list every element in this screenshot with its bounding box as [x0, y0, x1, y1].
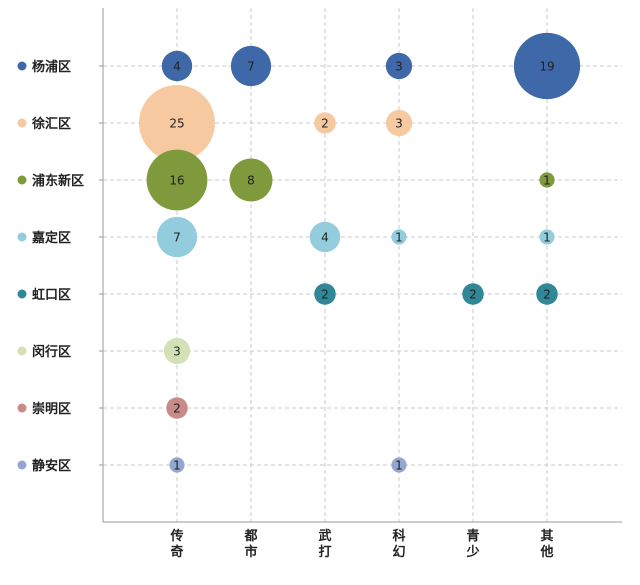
- bubble-value-7-3: 1: [395, 459, 403, 473]
- legend-dot-row-4: [17, 289, 27, 299]
- bubble-value-4-2: 2: [321, 288, 329, 302]
- bubble-value-4-5: 2: [543, 288, 551, 302]
- row-label-4: 虹口区: [32, 287, 71, 303]
- bubble-2-0: [146, 149, 208, 211]
- legend-dot-row-2: [17, 175, 27, 185]
- bubble-4-5: [536, 283, 558, 305]
- legend-dot-row-7: [17, 460, 27, 470]
- bubble-3-0: [156, 216, 198, 258]
- bubble-value-3-5: 1: [543, 231, 551, 245]
- bubble-value-5-0: 3: [173, 345, 181, 359]
- legend-dot-row-1: [17, 118, 27, 128]
- bubble-7-0: [169, 457, 185, 473]
- bubble-value-6-0: 2: [173, 402, 181, 416]
- bubble-3-3: [391, 229, 407, 245]
- bubble-3-2: [309, 221, 341, 253]
- bubble-value-3-3: 1: [395, 231, 403, 245]
- bubble-value-0-5: 19: [539, 60, 554, 74]
- column-labels: 传奇 都市 武打 科幻 青少 其他: [169, 528, 553, 560]
- bubble-0-3: [385, 52, 413, 80]
- bubble-value-4-4: 2: [469, 288, 477, 302]
- bubble-0-0: [161, 50, 193, 82]
- row-label-7: 静安区: [32, 458, 71, 474]
- bubble-5-0: [163, 337, 191, 365]
- bubble-3-5: [539, 229, 555, 245]
- bubble-value-2-1: 8: [247, 174, 255, 188]
- bubble-value-2-5: 1: [543, 174, 551, 188]
- bubble-1-0: [139, 85, 215, 161]
- bubble-value-0-0: 4: [173, 60, 181, 74]
- bubble-value-1-2: 2: [321, 117, 329, 131]
- bubble-4-2: [314, 283, 336, 305]
- legend-dot-row-5: [17, 346, 27, 356]
- bubble-value-0-1: 7: [247, 60, 255, 74]
- bubble-value-0-3: 3: [395, 60, 403, 74]
- column-label-0: 传奇: [169, 528, 183, 560]
- axes: [99, 8, 622, 523]
- legend-dot-row-0: [17, 61, 27, 71]
- bubble-1-3: [385, 109, 413, 137]
- bubble-value-1-0: 25: [169, 117, 184, 131]
- bubble-1-2: [314, 112, 336, 134]
- row-label-1: 徐汇区: [31, 116, 71, 132]
- column-label-4: 青少: [465, 528, 479, 560]
- bubble-0-5: [513, 32, 581, 100]
- bubble-value-3-2: 4: [321, 231, 329, 245]
- column-label-5: 其他: [539, 528, 553, 560]
- bubble-2-5: [539, 172, 555, 188]
- column-label-3: 科幻: [392, 528, 405, 560]
- bubble-value-1-3: 3: [395, 117, 403, 131]
- bubble-4-4: [462, 283, 484, 305]
- bubble-6-0: [166, 397, 188, 419]
- legend-dot-row-6: [17, 403, 27, 413]
- column-label-1: 都市: [243, 528, 257, 560]
- bubbles: 4 7 3 19 25 2 3 16 8 1 7 4 1 1 2 2 2 3 2 1 1: [139, 32, 581, 473]
- row-label-2: 浦东新区: [32, 173, 84, 189]
- row-label-5: 闵行区: [32, 344, 71, 360]
- bubble-value-2-0: 16: [169, 174, 184, 188]
- bubble-7-3: [391, 457, 407, 473]
- bubble-value-3-0: 7: [173, 231, 181, 245]
- bubble-2-1: [229, 158, 273, 202]
- legend-dot-row-3: [17, 232, 27, 242]
- bubble-0-1: [230, 45, 272, 87]
- column-label-2: 武打: [318, 528, 331, 560]
- row-label-3: 嘉定区: [31, 230, 71, 246]
- row-label-0: 杨浦区: [32, 59, 71, 75]
- bubble-value-7-0: 1: [173, 459, 181, 473]
- row-label-6: 崇明区: [32, 401, 71, 417]
